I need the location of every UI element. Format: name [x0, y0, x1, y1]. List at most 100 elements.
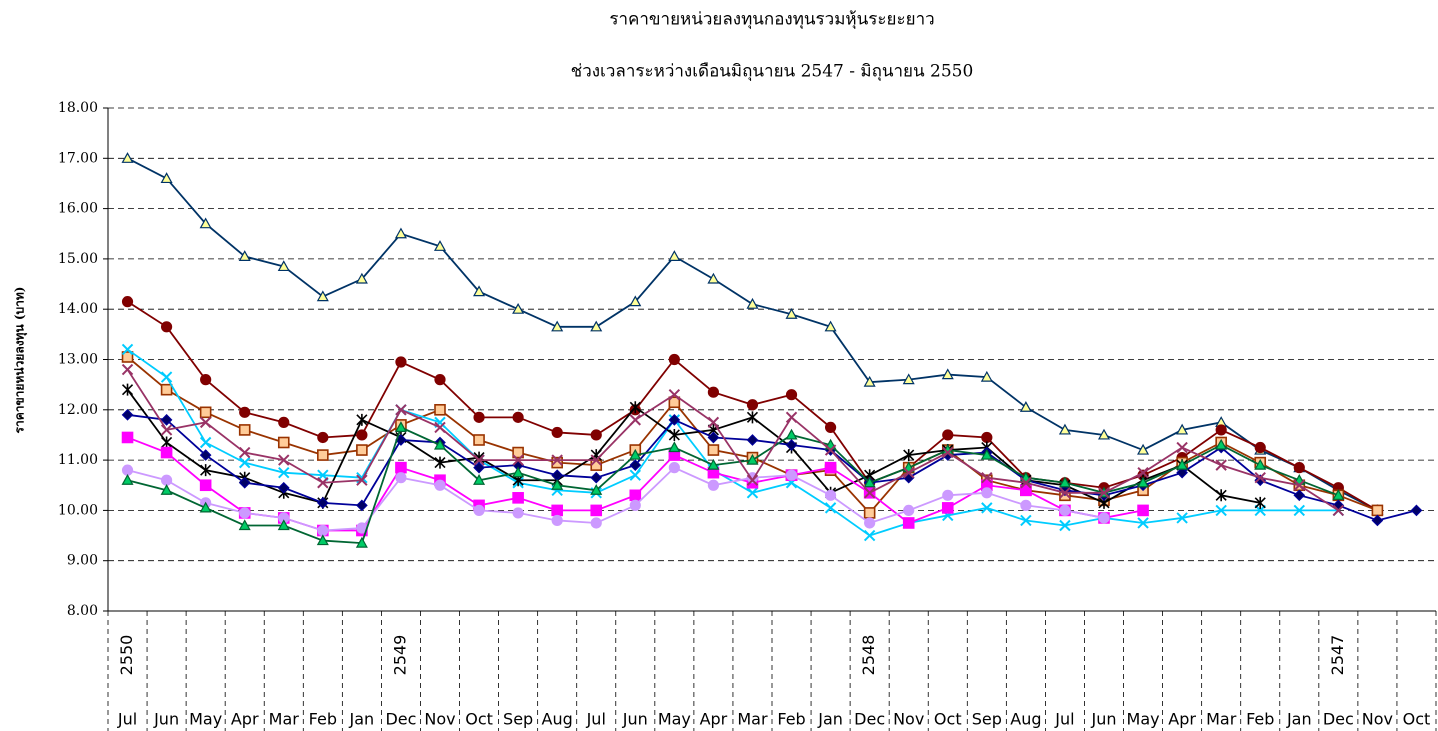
series-line	[126, 369, 1339, 512]
point	[1293, 489, 1306, 502]
x-tick-label: Apr	[700, 710, 728, 729]
point	[394, 421, 407, 433]
x-tick-label: Jun	[1091, 710, 1117, 729]
point	[433, 438, 447, 450]
point	[1371, 514, 1384, 527]
point	[317, 431, 329, 444]
point	[707, 386, 720, 398]
x-tick-label: May	[189, 710, 222, 729]
point	[1098, 512, 1110, 524]
x-tick-label: Oct	[934, 710, 962, 729]
point	[590, 459, 603, 471]
point	[434, 456, 446, 469]
point	[668, 462, 680, 474]
x-tick-label: Mar	[737, 710, 768, 729]
point	[785, 469, 798, 481]
y-tick-label: 10.00	[58, 502, 98, 518]
x-tick-label: Oct	[465, 710, 493, 729]
point	[590, 471, 603, 484]
point	[668, 250, 681, 261]
point	[1293, 504, 1305, 517]
point	[278, 466, 290, 479]
x-tick-label: Sep	[503, 710, 533, 729]
point	[668, 428, 680, 441]
point	[1254, 471, 1266, 484]
point	[864, 517, 876, 529]
point	[824, 489, 837, 501]
point	[239, 507, 251, 519]
x-tick-label: Aug	[1010, 710, 1041, 729]
point	[551, 456, 563, 469]
point	[473, 473, 486, 485]
point	[863, 529, 876, 542]
point	[863, 375, 876, 387]
point	[668, 389, 681, 401]
point	[356, 429, 368, 441]
point	[941, 368, 954, 380]
point	[1059, 487, 1071, 499]
point	[160, 446, 173, 459]
point	[239, 406, 251, 418]
point	[473, 504, 485, 516]
point	[317, 449, 329, 461]
point	[824, 421, 837, 434]
point	[1059, 504, 1071, 516]
point	[1332, 504, 1345, 517]
point	[551, 454, 563, 466]
y-tick-label: 17.00	[58, 150, 98, 166]
point	[200, 374, 212, 386]
point	[1215, 504, 1227, 517]
point	[238, 519, 251, 531]
point	[707, 458, 720, 470]
point	[316, 497, 329, 509]
point	[1137, 466, 1149, 479]
point	[668, 414, 681, 426]
point	[707, 444, 720, 456]
point	[590, 320, 603, 332]
point	[824, 461, 837, 474]
point	[356, 499, 368, 512]
point	[902, 517, 915, 529]
point	[824, 320, 837, 332]
point	[707, 431, 720, 444]
point	[356, 474, 368, 486]
point	[590, 504, 603, 517]
point	[316, 290, 329, 302]
point	[824, 502, 837, 514]
point	[902, 466, 915, 479]
point	[121, 464, 134, 476]
point	[902, 373, 915, 385]
point	[199, 217, 212, 229]
point	[746, 297, 759, 309]
year-label: 2548	[859, 635, 878, 676]
point	[903, 449, 915, 462]
point	[668, 353, 680, 366]
point	[980, 370, 993, 382]
point	[1058, 476, 1071, 488]
point	[121, 152, 134, 163]
point	[1254, 458, 1267, 470]
point	[121, 351, 134, 363]
y-tick-label: 14.00	[58, 301, 98, 317]
point	[317, 477, 329, 489]
y-axis-label: ราคาขายหน่วยลงทุน (บาท)	[13, 287, 28, 434]
x-tick-label: Nov	[424, 710, 455, 729]
point	[1020, 499, 1032, 511]
point	[1371, 504, 1384, 517]
point	[433, 240, 447, 251]
x-tick-label: Jan	[1286, 710, 1312, 729]
point	[160, 371, 173, 383]
point	[395, 472, 407, 484]
point	[1410, 504, 1423, 517]
point	[942, 489, 954, 501]
x-tick-label: May	[1127, 710, 1160, 729]
point	[1020, 484, 1032, 497]
point	[160, 424, 173, 436]
point	[512, 492, 524, 504]
point	[316, 534, 329, 546]
point	[551, 320, 564, 332]
point	[395, 461, 407, 474]
point	[277, 519, 290, 531]
year-label: 2547	[1328, 635, 1347, 676]
